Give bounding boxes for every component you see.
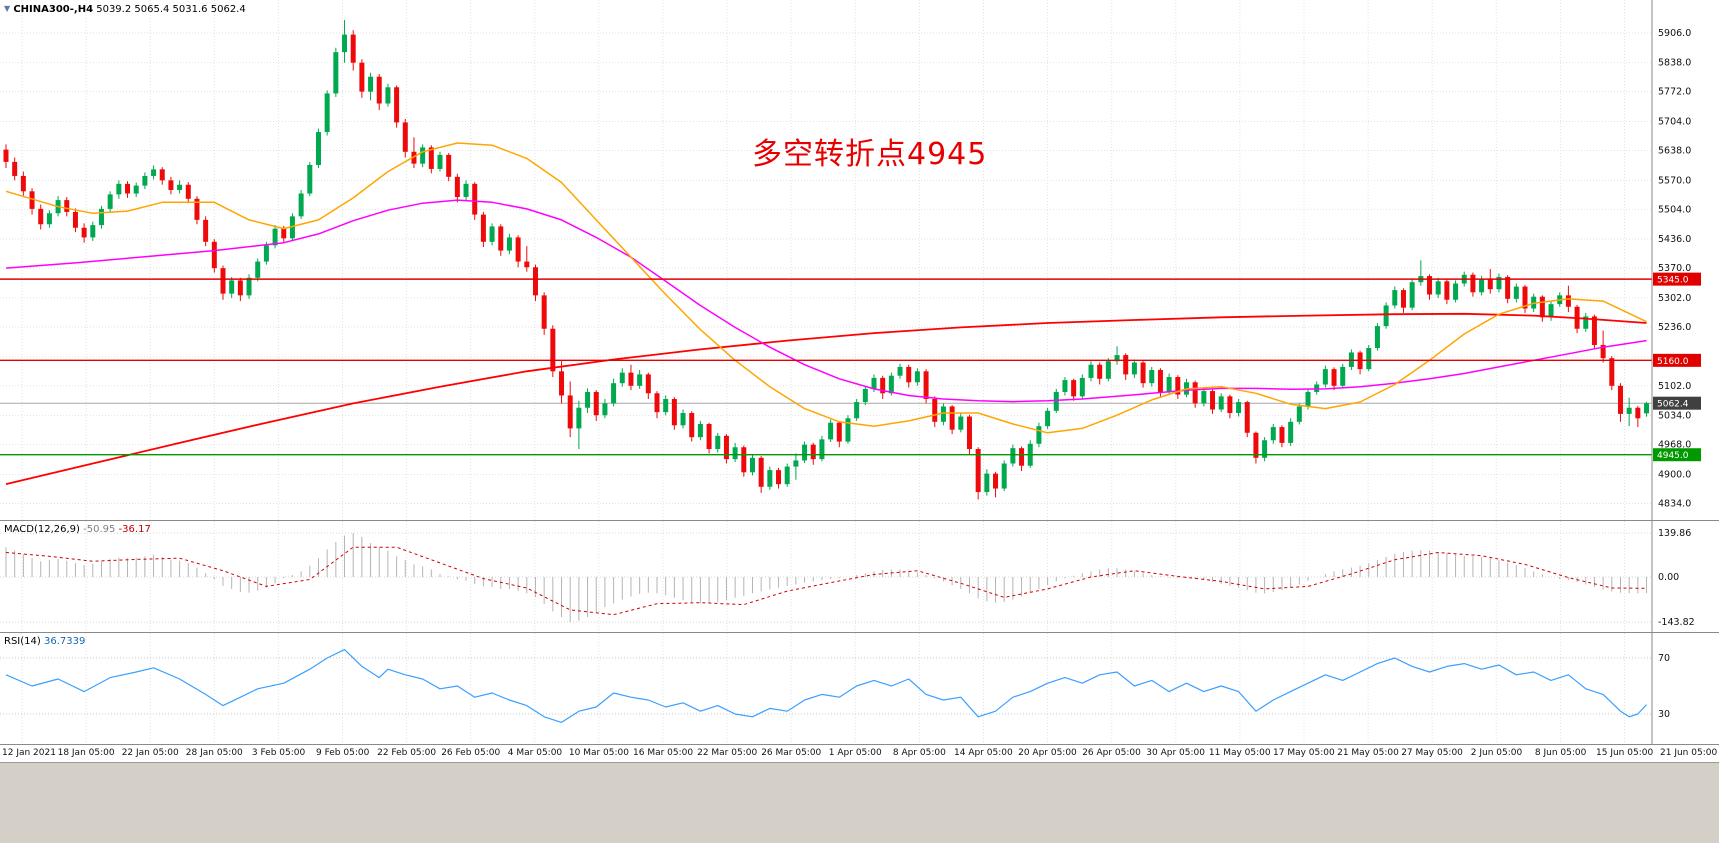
annotation-text[interactable]: 多空转折点4945 — [752, 137, 988, 172]
rsi-line — [5, 649, 1647, 723]
price-axis-label: 5436.0 — [1658, 234, 1691, 245]
macd-histogram — [5, 533, 1648, 623]
time-axis-label: 20 Apr 05:00 — [1018, 748, 1077, 758]
macd-name: MACD(12,26,9) — [4, 524, 80, 535]
hline-price-tag-text: 4945.0 — [1657, 451, 1689, 461]
panel-separator-macd[interactable] — [0, 520, 1719, 521]
time-axis-label: 21 May 05:00 — [1337, 748, 1399, 758]
rsi-axis-label: 30 — [1658, 709, 1670, 720]
ma-line-red — [5, 312, 1647, 485]
time-axis[interactable]: 12 Jan 2021 18 Jan 05:00 22 Jan 05:00 28 Ja… — [0, 745, 1719, 762]
price-axis-label: 5504.0 — [1658, 204, 1691, 215]
rsi-panel[interactable]: 70 30 — [0, 633, 1719, 744]
rsi-axis-label: 70 — [1658, 653, 1670, 664]
time-axis-label: 3 Feb 05:00 — [251, 748, 306, 758]
horizontal-gridlines — [0, 32, 1652, 504]
vertical-gridlines — [21, 521, 1625, 632]
ma-line-orange — [5, 142, 1647, 434]
price-axis-label: 5906.0 — [1658, 28, 1691, 39]
panel-separator-rsi[interactable] — [0, 632, 1719, 633]
macd-panel[interactable]: 139.86 0.00 -143.82 — [0, 521, 1719, 632]
time-axis-label: 14 Apr 05:00 — [954, 748, 1013, 758]
time-axis-label: 30 Apr 05:00 — [1146, 748, 1205, 758]
hline-price-tag-text: 5345.0 — [1657, 276, 1689, 286]
macd-signal-line — [5, 546, 1647, 616]
time-axis-label: 11 May 05:00 — [1208, 748, 1271, 758]
symbol-period-label: CHINA300-,H4 — [13, 4, 94, 15]
time-axis-label: 17 May 05:00 — [1273, 748, 1335, 758]
time-axis-label: 2 Jun 05:00 — [1470, 748, 1523, 758]
rsi-indicator-label: RSI(14) 36.7339 — [4, 636, 85, 647]
hline-price-tag — [1653, 353, 1701, 367]
price-axis-label: 5302.0 — [1658, 293, 1691, 304]
macd-axis-label: 139.86 — [1658, 528, 1691, 539]
time-axis-label: 12 Jan 2021 — [2, 748, 56, 758]
price-axis-label: 5370.0 — [1658, 263, 1691, 274]
time-axis-label: 26 Apr 05:00 — [1082, 748, 1141, 758]
bottom-workspace-area — [0, 762, 1719, 843]
price-axis-label: 5772.0 — [1658, 87, 1691, 98]
current-price-tag — [1653, 396, 1701, 410]
time-axis-label: 22 Jan 05:00 — [121, 748, 179, 758]
vertical-gridlines — [21, 633, 1625, 744]
macd-axis-label: 0.00 — [1658, 572, 1679, 583]
main-chart-plot[interactable]: 5345.0 5160.0 4945.0 5906.0 5838.0 5772.0 5704… — [0, 0, 1719, 520]
time-axis-label: 22 Feb 05:00 — [377, 748, 437, 758]
ma-line-magenta — [5, 199, 1647, 403]
rsi-value: 36.7339 — [43, 636, 86, 647]
price-axis-label: 5102.0 — [1658, 381, 1691, 392]
price-axis-label: 4900.0 — [1658, 469, 1691, 480]
hline-price-tag-text: 5160.0 — [1657, 357, 1689, 367]
macd-signal-value: -36.17 — [118, 524, 151, 535]
time-axis-label: 15 Jun 05:00 — [1596, 748, 1654, 758]
price-axis-label: 4968.0 — [1658, 440, 1691, 451]
macd-axis-label: -143.82 — [1658, 617, 1695, 628]
current-price-tag-text: 5062.4 — [1657, 400, 1689, 410]
price-axis-label: 4834.0 — [1658, 498, 1691, 509]
hline-price-tag — [1653, 272, 1701, 286]
chart-info-bar: ▼ CHINA300-,H4 5039.2 5065.4 5031.6 5062… — [4, 4, 246, 15]
rsi-name: RSI(14) — [4, 636, 41, 647]
hline-price-tag — [1653, 448, 1701, 462]
price-axis-label: 5570.0 — [1658, 175, 1691, 186]
price-axis-label: 5704.0 — [1658, 117, 1691, 128]
time-axis-label: 27 May 05:00 — [1401, 748, 1463, 758]
time-axis-label: 8 Apr 05:00 — [892, 748, 946, 758]
time-axis-label: 10 Mar 05:00 — [568, 748, 629, 758]
time-axis-label: 4 Mar 05:00 — [507, 748, 563, 758]
price-axis-label: 5034.0 — [1658, 411, 1691, 422]
time-axis-label: 8 Jun 05:00 — [1534, 748, 1587, 758]
price-axis-label: 5838.0 — [1658, 58, 1691, 69]
time-axis-label: 26 Feb 05:00 — [441, 748, 501, 758]
candles — [3, 20, 1650, 500]
macd-main-value: -50.95 — [83, 524, 116, 535]
time-axis-separator — [0, 744, 1719, 745]
time-axis-label: 22 Mar 05:00 — [697, 748, 758, 758]
price-axis-label: 5638.0 — [1658, 145, 1691, 156]
time-axis-label: 26 Mar 05:00 — [761, 748, 822, 758]
ohlc-values: 5039.2 5065.4 5031.6 5062.4 — [96, 4, 246, 15]
time-axis-label: 1 Apr 05:00 — [828, 748, 882, 758]
chart-dropdown-icon[interactable]: ▼ — [4, 4, 11, 13]
time-axis-label: 21 Jun 05:00 — [1660, 748, 1718, 758]
macd-indicator-label: MACD(12,26,9) -50.95 -36.17 — [4, 524, 151, 535]
time-axis-label: 9 Feb 05:00 — [316, 748, 370, 758]
time-axis-label: 18 Jan 05:00 — [57, 748, 115, 758]
time-axis-label: 16 Mar 05:00 — [633, 748, 694, 758]
time-axis-label: 28 Jan 05:00 — [185, 748, 243, 758]
price-axis-label: 5236.0 — [1658, 322, 1691, 333]
